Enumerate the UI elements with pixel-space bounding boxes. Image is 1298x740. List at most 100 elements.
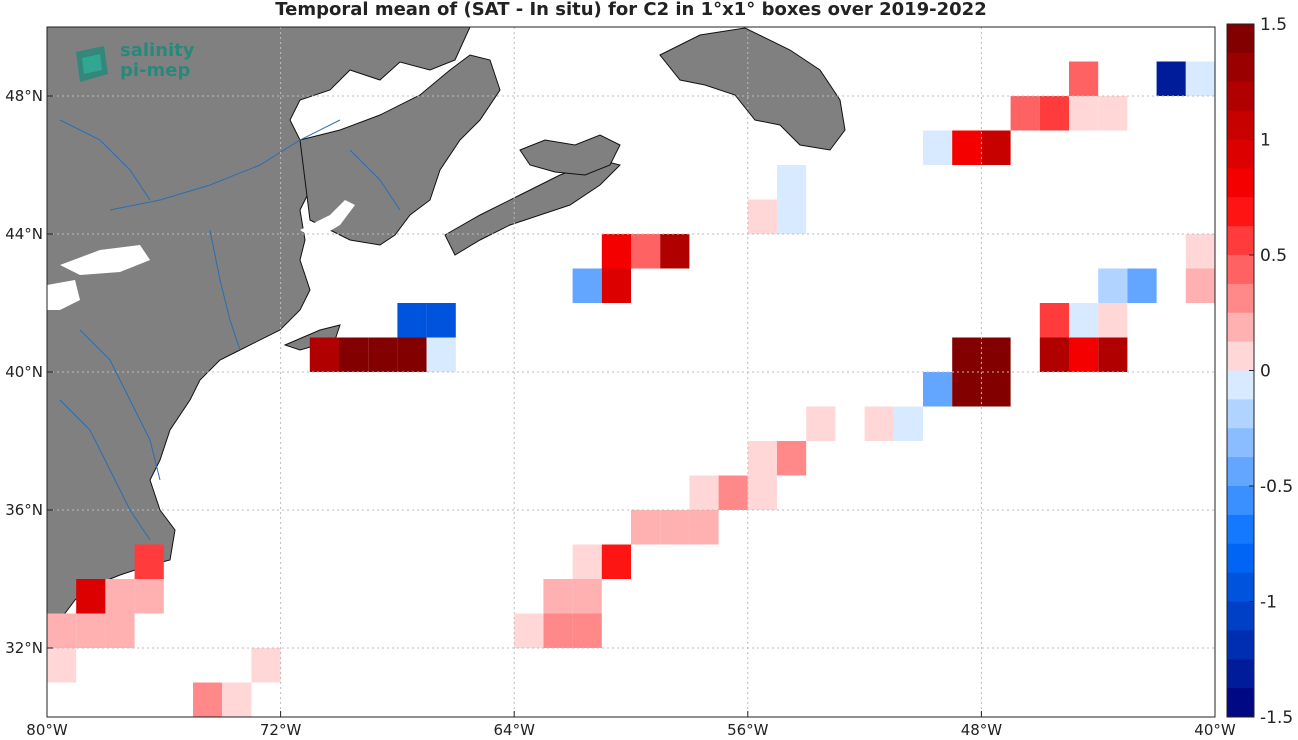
colorbar-tick-label: 0 [1260, 362, 1271, 382]
data-cell [339, 337, 369, 372]
colorbar-segment [1227, 543, 1254, 574]
data-cell [1127, 268, 1157, 303]
data-cell [76, 613, 106, 648]
data-cell [543, 613, 573, 648]
data-cell [76, 579, 106, 614]
data-cell [1010, 96, 1040, 131]
colorbar-tick-label: 1 [1260, 131, 1271, 151]
data-cell [660, 510, 690, 545]
x-tick-label: 48°W [961, 721, 1003, 739]
data-cell [631, 510, 661, 545]
colorbar-segment [1227, 52, 1254, 83]
x-tick-label: 80°W [26, 721, 68, 739]
colorbar-tick-label: -0.5 [1260, 477, 1293, 497]
data-cell [1098, 96, 1128, 131]
data-cell [981, 130, 1011, 165]
data-cell [1185, 61, 1215, 96]
colorbar-tick-label: -1.5 [1260, 708, 1293, 728]
salinity-pimep-logo: salinity pi-mep [72, 42, 212, 86]
data-cell [952, 372, 982, 407]
colorbar-segment [1227, 341, 1254, 371]
y-tick-label: 32°N [5, 639, 43, 657]
data-cell [952, 337, 982, 372]
colorbar-segment [1227, 226, 1254, 256]
data-cell [689, 510, 719, 545]
colorbar [1226, 23, 1255, 718]
colorbar-segment [1227, 659, 1254, 689]
colorbar-segment [1227, 572, 1254, 602]
colorbar-segment [1227, 399, 1254, 429]
data-cell [747, 199, 777, 234]
data-cell [1098, 337, 1128, 372]
lakes [47, 200, 355, 310]
data-cell [923, 372, 953, 407]
colorbar-segment [1227, 139, 1254, 169]
data-cell [572, 579, 602, 614]
data-cell [806, 406, 836, 441]
data-cell [47, 648, 77, 683]
colorbar-segment [1227, 283, 1254, 314]
data-cell [134, 579, 164, 614]
logo-line1: salinity [120, 40, 195, 61]
data-cell [47, 613, 77, 648]
logo-line2: pi-mep [120, 60, 191, 81]
data-cell [1039, 303, 1069, 338]
colorbar-ticks: 1.5 1 0.5 0 -0.5 -1 -1.5 [1249, 15, 1293, 728]
colorbar-segment [1227, 370, 1254, 400]
colorbar-tick-label: 1.5 [1260, 15, 1287, 35]
data-cells [47, 61, 1215, 717]
x-tick-label: 56°W [727, 721, 769, 739]
data-cell [777, 441, 807, 476]
data-cell [1185, 234, 1215, 269]
colorbar-segment [1227, 255, 1254, 285]
colorbar-segment [1227, 457, 1254, 487]
data-cell [397, 337, 427, 372]
data-cell [572, 544, 602, 579]
data-cell [426, 337, 456, 372]
data-cell [514, 613, 544, 648]
data-cell [1039, 96, 1069, 131]
colorbar-tick-label: -1 [1260, 593, 1277, 613]
y-axis-ticks: 32°N 36°N 40°N 44°N 48°N [5, 87, 53, 657]
data-cell [660, 234, 690, 269]
data-cell [981, 337, 1011, 372]
data-cell [893, 406, 923, 441]
data-cell [1069, 337, 1099, 372]
data-cell [426, 303, 456, 338]
data-cell [105, 579, 135, 614]
data-cell [105, 613, 135, 648]
data-cell [689, 475, 719, 510]
data-cell [222, 682, 252, 717]
data-cell [543, 579, 573, 614]
x-tick-label: 64°W [493, 721, 535, 739]
map-title: Temporal mean of (SAT - In situ) for C2 … [275, 0, 987, 20]
data-cell [1069, 61, 1099, 96]
data-cell [1185, 268, 1215, 303]
data-cell [1098, 268, 1128, 303]
logo-mark-icon [76, 46, 108, 82]
colorbar-segment [1227, 24, 1254, 54]
data-cell [952, 130, 982, 165]
colorbar-segment [1227, 486, 1254, 516]
data-cell [777, 165, 807, 200]
data-cell [718, 475, 748, 510]
data-cell [923, 130, 953, 165]
colorbar-segment [1227, 514, 1254, 545]
data-cell [397, 303, 427, 338]
x-tick-label: 40°W [1194, 721, 1236, 739]
data-cell [1156, 61, 1186, 96]
data-cell [193, 682, 223, 717]
colorbar-segment [1227, 81, 1254, 112]
land-mass [46, 26, 846, 632]
y-tick-label: 40°N [5, 363, 43, 381]
colorbar-segment [1227, 688, 1254, 718]
colorbar-segment [1227, 312, 1254, 343]
colorbar-segment [1227, 630, 1254, 660]
data-cell [1098, 303, 1128, 338]
y-tick-label: 36°N [5, 501, 43, 519]
data-cell [747, 475, 777, 510]
x-tick-label: 72°W [260, 721, 302, 739]
data-cell [1039, 337, 1069, 372]
x-axis-ticks: 80°W 72°W 64°W 56°W 48°W 40°W [26, 711, 1236, 739]
colorbar-tick-label: 0.5 [1260, 246, 1287, 266]
